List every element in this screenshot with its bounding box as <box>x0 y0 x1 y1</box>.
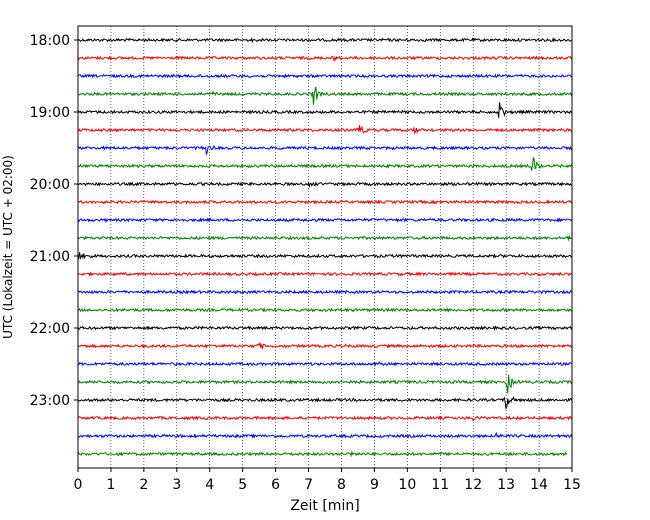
trace-line-21 <box>77 415 573 422</box>
trace-line-5 <box>77 125 573 135</box>
y-tick-label: 22:00 <box>30 321 70 337</box>
trace-line-20 <box>77 395 573 411</box>
trace-line-4 <box>77 102 573 118</box>
trace-line-2 <box>77 73 573 79</box>
plot-frame <box>77 25 573 469</box>
trace-line-22 <box>77 431 573 439</box>
x-tick-label: 3 <box>172 477 181 493</box>
x-axis-label: Zeit [min] <box>290 498 359 514</box>
y-tick-label: 20:00 <box>30 177 70 193</box>
x-tick-label: 0 <box>74 477 83 493</box>
trace-line-15 <box>77 307 573 313</box>
trace-line-10 <box>77 217 573 223</box>
trace-line-6 <box>77 144 573 156</box>
trace-line-3 <box>77 86 573 105</box>
trace-line-17 <box>77 341 573 349</box>
x-tick-label: 13 <box>497 477 515 493</box>
x-tick-label: 4 <box>205 477 214 493</box>
x-tick-label: 1 <box>106 477 115 493</box>
x-tick-label: 8 <box>337 477 346 493</box>
seismic-traces <box>77 36 573 458</box>
trace-line-0 <box>77 36 573 43</box>
y-tick-label: 18:00 <box>30 33 70 49</box>
trace-line-23 <box>77 449 568 458</box>
x-tick-label: 7 <box>304 477 313 493</box>
y-tick-label: 19:00 <box>30 105 70 121</box>
x-tick-label: 10 <box>398 477 416 493</box>
y-tick-label: 21:00 <box>30 249 70 265</box>
trace-line-18 <box>77 360 573 367</box>
x-tick-label: 5 <box>238 477 247 493</box>
x-tick-label: 12 <box>464 477 482 493</box>
trace-line-13 <box>77 271 573 277</box>
x-tick-label: 6 <box>271 477 280 493</box>
x-tick-label: 2 <box>139 477 148 493</box>
x-tick-label: 14 <box>530 477 548 493</box>
x-tick-label: 15 <box>563 477 581 493</box>
trace-line-12 <box>77 252 572 260</box>
trace-line-19 <box>77 374 573 394</box>
x-tick-label: 11 <box>431 477 449 493</box>
trace-line-9 <box>77 199 573 205</box>
y-axis-label: UTC (Lokalzeit = UTC + 02:00) <box>1 155 15 339</box>
y-axis-ticks: 18:00 19:00 20:00 21:00 22:00 23:00 <box>30 33 78 409</box>
trace-line-11 <box>77 234 573 242</box>
y-tick-label: 23:00 <box>30 393 70 409</box>
x-axis-ticks: 0 1 2 3 4 5 6 7 8 9 10 11 12 13 14 15 <box>74 468 581 493</box>
trace-line-14 <box>77 289 573 295</box>
trace-line-1 <box>77 55 573 63</box>
trace-line-8 <box>77 181 573 189</box>
trace-line-7 <box>77 156 573 171</box>
trace-line-16 <box>77 325 573 332</box>
x-tick-label: 9 <box>370 477 379 493</box>
